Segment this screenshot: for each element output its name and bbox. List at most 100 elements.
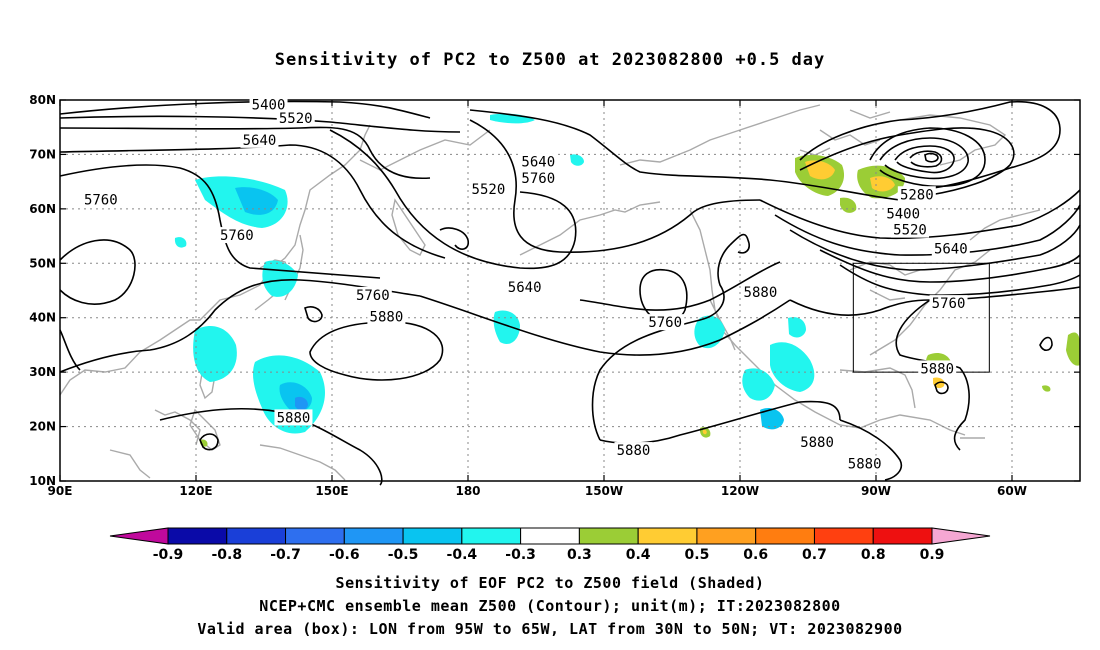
contour-label: 5880 [617,443,651,459]
shading-patch [742,368,775,401]
shading-patch [805,160,835,180]
lat-label: 60N [29,202,56,216]
caption-valid-area: Valid area (box): LON from 95W to 65W, L… [197,620,903,638]
contour-label-bg [646,314,685,331]
colorbar-swatch [696,527,757,545]
shading-patch [760,408,784,430]
colorbar-swatch [578,527,639,545]
colorbar-swatch [755,527,815,545]
colorbar-label: 0.3 [567,547,592,563]
shading-patch [262,260,298,297]
colorbar-label: -0.7 [270,547,301,563]
contour-label-bg [918,360,957,377]
colorbar-label: 0.7 [802,547,827,563]
shading-patch [694,315,725,349]
contour-label-bg [798,433,837,450]
caption-contour: NCEP+CMC ensemble mean Z500 (Contour); u… [259,597,841,615]
lat-label: 50N [29,256,56,270]
contour-label: 5400 [886,206,920,222]
colorbar-swatch [813,527,874,545]
contour-label: 5880 [848,457,882,473]
lat-label: 20N [29,420,56,434]
contour-label: 5640 [243,133,277,149]
shading-patch [235,187,278,215]
contour-label: 5880 [277,410,311,426]
colorbar-high-triangle [931,527,991,545]
contour-label: 5520 [279,111,313,127]
shading-patch [493,310,520,345]
sensitivity-shading [174,113,1080,447]
contour-label: 5880 [370,310,404,326]
lon-label: 120E [179,484,212,498]
colorbar-swatch [872,527,933,545]
contour-label-bg [897,186,936,203]
contour-label: 5520 [893,223,927,239]
colorbar-label: -0.9 [153,547,184,563]
colorbar-label: 0.6 [743,547,768,563]
lat-label: 30N [29,365,56,379]
contour-label-bg [249,96,288,113]
contour-label: 5880 [744,285,778,301]
colorbar-label: -0.8 [211,547,242,563]
contour-label: 5880 [920,361,954,377]
contour-label-bg [891,221,929,238]
colorbar-label: 0.8 [861,547,886,563]
shading-patch [702,429,707,435]
contour-label-bg [519,169,558,186]
colorbar-swatch [637,527,698,545]
contour-label: 5640 [521,155,555,171]
shading-patch [193,325,237,382]
contour-label: 5760 [932,296,966,312]
colorbar-label: -0.6 [329,547,360,563]
lon-label: 120W [721,484,759,498]
contour-label-bg [240,131,279,148]
contour-label: 5760 [84,193,118,209]
shading-patch [1042,385,1051,392]
contour-label-bg [519,153,558,170]
contour-label-bg [469,180,508,197]
contour-label-bg [276,110,315,127]
lat-label: 10N [29,474,56,488]
contour-label: 5640 [934,242,968,258]
colorbar-swatch [167,527,228,545]
shading-patch [840,197,857,213]
caption-shading: Sensitivity of EOF PC2 to Z500 field (Sh… [335,574,765,592]
contour-label-bg [929,295,968,312]
lon-label: 150W [585,484,623,498]
lon-label: 150E [315,484,348,498]
shading-patch [1066,332,1080,366]
lat-label: 70N [29,147,56,161]
lon-label: 180 [455,484,480,498]
lat-label: 40N [29,311,56,325]
contour-label: 5880 [800,435,834,451]
colorbar-swatch [226,527,287,545]
contour-label-bg [614,442,653,459]
shading-patch [770,342,815,392]
colorbar-label: -0.3 [505,547,536,563]
contour-label: 5760 [356,288,390,304]
lat-label: 80N [29,93,56,107]
colorbar-label: 0.4 [626,547,651,563]
colorbar-swatch [520,527,580,545]
contour-label: 5760 [521,171,555,187]
lat-lon-grid [60,100,1080,481]
lon-label: 90W [861,484,891,498]
contour-label-bg [217,227,256,244]
colorbar-swatch [461,527,522,545]
contour-label-bg [845,455,884,472]
colorbar-label: -0.4 [447,547,478,563]
contour-label-bg [931,240,970,257]
lon-label: 60W [997,484,1027,498]
contour-labels: 5400552056405760576057605880552056405760… [81,96,970,473]
colorbar: -0.9 -0.8 -0.7 -0.6 -0.5 -0.4 -0.3 0.3 0.4 0.5 0.6… [109,527,991,563]
map-frame [59,99,1081,482]
colorbar-low-triangle [109,527,169,545]
colorbar-label: 0.9 [920,547,945,563]
shading-patch [788,317,806,338]
contour-label-bg [353,286,392,303]
colorbar-label: -0.5 [388,547,419,563]
colorbar-label: 0.5 [685,547,710,563]
contour-label: 5520 [472,182,506,198]
contour-label-bg [81,191,120,208]
